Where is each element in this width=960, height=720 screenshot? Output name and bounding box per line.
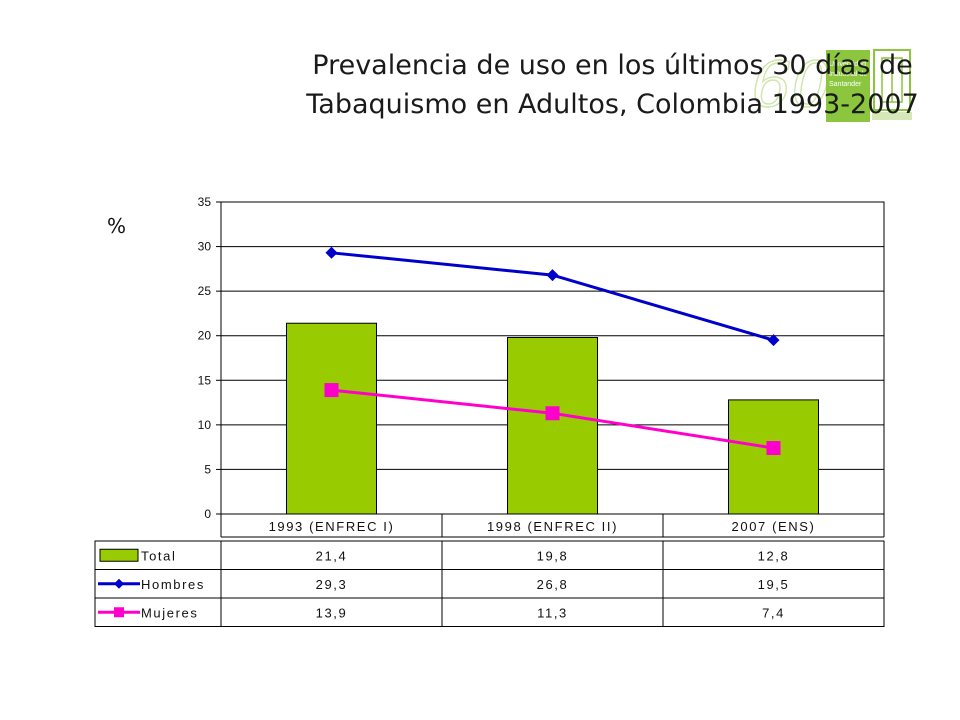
point-mujeres	[766, 441, 781, 456]
x-tick-label: 1998 (ENFREC II)	[487, 519, 618, 534]
y-tick-label: 35	[198, 195, 212, 209]
point-hombres	[325, 246, 338, 259]
data-label-mujeres: 13,9	[316, 605, 348, 620]
data-label-mujeres: 7,4	[762, 605, 785, 620]
legend-label-mujeres: Mujeres	[141, 605, 198, 620]
svg-text:Universidad: Universidad	[829, 61, 866, 68]
data-label-hombres: 26,8	[537, 577, 569, 592]
data-label-hombres: 29,3	[316, 577, 348, 592]
point-hombres	[546, 269, 559, 282]
legend-key-total	[99, 548, 139, 562]
point-mujeres	[324, 383, 339, 398]
data-label-total: 21,4	[316, 548, 348, 563]
x-tick-label: 1993 (ENFREC I)	[269, 519, 395, 534]
data-table-frame	[94, 540, 885, 627]
bar-total	[286, 322, 377, 515]
data-label-mujeres: 11,3	[537, 605, 568, 620]
y-tick-label: 5	[204, 462, 211, 476]
y-tick-label: 25	[198, 284, 212, 298]
y-tick-label: 15	[198, 373, 212, 387]
svg-text:60: 60	[752, 48, 831, 121]
point-mujeres	[545, 406, 560, 421]
y-unit-label: %	[107, 214, 127, 238]
data-label-hombres: 19,5	[758, 577, 790, 592]
svg-text:Industrial de: Industrial de	[829, 71, 867, 78]
x-tick-label: 2007 (ENS)	[732, 519, 816, 534]
chart-title: Prevalencia de uso en los últimos 30 día…	[300, 46, 925, 124]
svg-text:Santander: Santander	[829, 81, 862, 88]
y-tick-label: 0	[204, 507, 211, 521]
point-hombres	[767, 334, 780, 347]
bar-total	[728, 399, 819, 515]
university-logo-icon: 60 Universidad Industrial de Santander	[751, 47, 912, 122]
legend-marker-hombres	[114, 578, 124, 589]
chart-title-line-2: Tabaquismo en Adultos, Colombia 1993-200…	[306, 89, 919, 120]
data-label-total: 12,8	[758, 548, 790, 563]
y-tick-label: 20	[198, 329, 212, 343]
data-label-total: 19,8	[537, 548, 569, 563]
legend-label-total: Total	[141, 548, 176, 563]
y-tick-label: 30	[198, 240, 212, 254]
chart-title-line-1: Prevalencia de uso en los últimos 30 día…	[312, 50, 913, 81]
y-tick-label: 10	[198, 418, 212, 432]
legend-label-hombres: Hombres	[141, 577, 205, 592]
legend-marker-mujeres	[114, 607, 124, 618]
bar-total	[507, 336, 598, 515]
